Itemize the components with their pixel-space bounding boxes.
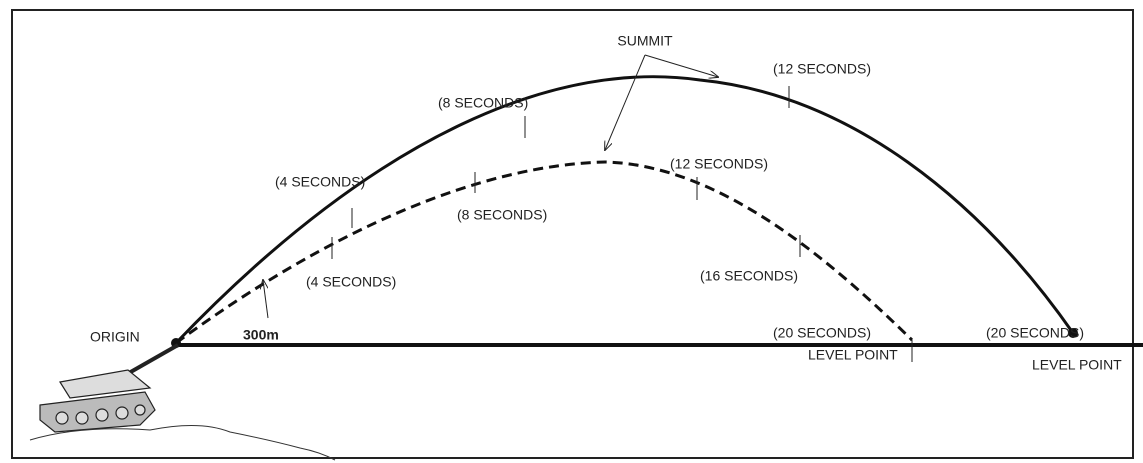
time-label: (8 SECONDS): [457, 207, 547, 223]
time-label: (20 SECONDS): [773, 325, 871, 341]
high-trajectory: [174, 75, 1075, 345]
time-label: (16 SECONDS): [700, 268, 798, 284]
tank: [39, 343, 179, 433]
terrain: [29, 425, 336, 461]
summit-label: SUMMIT: [617, 33, 673, 49]
time-label: (4 SECONDS): [306, 274, 396, 290]
frame: [11, 9, 1134, 459]
time-label: (20 SECONDS): [986, 325, 1084, 341]
range-arrow: [263, 280, 269, 319]
time-label: (12 SECONDS): [670, 156, 768, 172]
low-trajectory: [175, 160, 914, 345]
summit-arrow: [605, 54, 646, 150]
summit-arrow: [644, 54, 718, 77]
range-label: 300m: [243, 327, 279, 343]
level-point-label: LEVEL POINT: [1032, 357, 1122, 373]
time-label: (12 SECONDS): [773, 61, 871, 77]
time-label: (8 SECONDS): [438, 95, 528, 111]
origin-label: ORIGIN: [90, 329, 140, 345]
level-point-label: LEVEL POINT: [808, 347, 898, 363]
time-label: (4 SECONDS): [275, 174, 365, 190]
time-ticks: [331, 86, 913, 362]
level-point: [1068, 328, 1078, 338]
